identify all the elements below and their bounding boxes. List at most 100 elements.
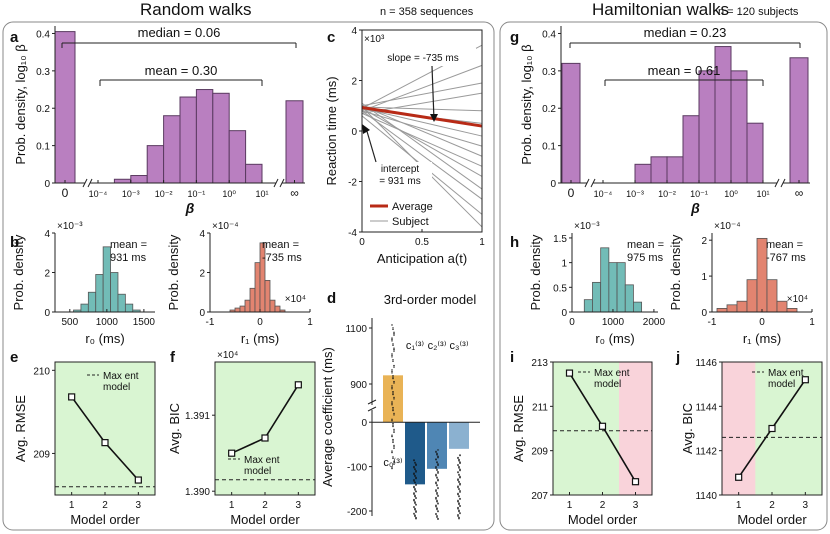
panel-g-median-label: median = 0.23 bbox=[644, 25, 727, 40]
panel-d-subject-point bbox=[393, 446, 395, 448]
panel-b1-mean-annotation-line: mean = bbox=[110, 239, 147, 251]
panel-d-subject-point bbox=[392, 344, 394, 346]
panel-a-xtick-label: 0 bbox=[62, 186, 69, 200]
panel-a-bar-inf bbox=[285, 100, 304, 184]
panel-b1-bar bbox=[80, 303, 89, 313]
panel-d-subject-point bbox=[457, 471, 459, 473]
panel-h2-bar bbox=[716, 308, 728, 313]
panel-j-point bbox=[768, 424, 776, 433]
panel-d-category-label: c₁⁽³⁾ bbox=[406, 340, 425, 352]
panel-d-subject-point bbox=[391, 434, 393, 436]
panel-d-subject-point bbox=[458, 480, 460, 483]
panel-d-ylabel: Average coefficient (ms) bbox=[320, 347, 335, 487]
panel-c-ylabel: Reaction time (ms) bbox=[324, 76, 339, 185]
panel-b1-mean-annotation: mean = 931 ms bbox=[110, 239, 147, 264]
panel-e-ylabel: Avg. RMSE bbox=[13, 395, 28, 462]
panel-b2-bar bbox=[244, 299, 251, 313]
panel-h2-bar bbox=[746, 279, 758, 313]
panel-g-axis-break bbox=[590, 178, 596, 188]
panel-c-subject-line bbox=[361, 107, 483, 177]
panel-a-axis-break bbox=[82, 178, 88, 188]
panel-b1-xtick-label: 1500 bbox=[133, 317, 156, 328]
panel-j-legend-label: Max ent model bbox=[768, 368, 804, 390]
panel-e-xlabel: Model order bbox=[70, 512, 140, 527]
panel-h1-xtick-label: 2000 bbox=[643, 317, 666, 328]
panel-d-subject-point bbox=[457, 506, 459, 509]
panel-a-axis-break bbox=[273, 178, 279, 188]
panel-d-subject-point bbox=[459, 482, 461, 485]
panel-d-subject-point bbox=[435, 496, 437, 499]
panel-b2-xlabel: r₁ (ms) bbox=[241, 331, 279, 346]
panel-d-subject-point bbox=[392, 376, 394, 378]
panel-d-subject-point bbox=[457, 456, 459, 459]
panel-b1-bar bbox=[87, 291, 97, 313]
panel-c-slope-arrowhead bbox=[430, 114, 438, 122]
panel-d-subject-point bbox=[391, 370, 393, 373]
panel-b2-ytick-label: 2 bbox=[199, 269, 205, 280]
panel-d-ytick-label: -100 bbox=[347, 463, 367, 474]
panel-f-ytick-label: 1.391 bbox=[185, 411, 210, 422]
panel-i-xtick-label: 1 bbox=[567, 500, 573, 511]
panel-d-subject-point bbox=[436, 461, 438, 463]
panel-g-xtick-label: 10⁻⁴ bbox=[594, 189, 613, 199]
panel-f-xlabel: Model order bbox=[230, 512, 300, 527]
panel-d-subject-point bbox=[392, 328, 394, 331]
panel-d-subject-point bbox=[391, 435, 393, 438]
panel-d-subject-point bbox=[437, 478, 439, 481]
panel-d-subject-point bbox=[393, 382, 395, 384]
panel-f-xtick-label: 2 bbox=[262, 500, 268, 511]
left-n-label: n = 358 sequences bbox=[380, 6, 474, 18]
panel-e-point bbox=[134, 476, 142, 484]
panel-i-point bbox=[565, 369, 574, 377]
panel-i-ylabel: Avg. RMSE bbox=[511, 395, 526, 462]
panel-c-xlabel: Anticipation a(t) bbox=[377, 251, 467, 266]
panel-d-subject-point bbox=[459, 454, 461, 456]
panel-d-subject-point bbox=[435, 450, 437, 453]
panel-d-subject-point bbox=[392, 409, 394, 412]
panel-d-subject-point bbox=[415, 497, 417, 499]
panel-b1-mean-annotation-line: 931 ms bbox=[110, 252, 147, 264]
panel-g-bar bbox=[730, 70, 748, 184]
panel-e-ytick-label: 209 bbox=[33, 449, 50, 460]
panel-h2-y-exponent: ×10⁻⁴ bbox=[714, 221, 741, 232]
panel-d-subject-point bbox=[413, 485, 415, 488]
panel-h2-mean-annotation-line: mean = bbox=[766, 239, 803, 251]
panel-d-subject-point bbox=[393, 463, 395, 465]
panel-h1-bar bbox=[608, 262, 618, 313]
panel-d-subject-point bbox=[413, 492, 415, 494]
panel-f-point bbox=[294, 381, 302, 389]
panel-h1-ytick-label: 0.5 bbox=[553, 283, 567, 294]
panel-h1-bar bbox=[600, 247, 610, 313]
panel-j-point bbox=[801, 376, 809, 384]
panel-b1-ytick-label: 2 bbox=[44, 269, 50, 280]
panel-c-ytick-label: 4 bbox=[351, 26, 357, 37]
panel-d-subject-point bbox=[393, 333, 395, 335]
panel-d-subject-point bbox=[391, 467, 393, 470]
panel-a-ylabel: Prob. density, log₁₀ β bbox=[13, 44, 28, 164]
panel-g-mean-label: mean = 0.61 bbox=[648, 63, 721, 78]
panel-d-subject-point bbox=[392, 425, 394, 428]
panel-g-xtick-label: 10⁻¹ bbox=[690, 189, 708, 199]
panel-i-point bbox=[631, 478, 640, 486]
panel-b2-bar bbox=[249, 287, 256, 313]
panel-j-ytick-label: 1144 bbox=[695, 402, 717, 413]
panel-i-highlight-band bbox=[619, 362, 652, 495]
panel-g-xtick-label: 10¹ bbox=[756, 189, 769, 199]
panel-d-subject-point bbox=[413, 472, 415, 474]
panel-h2-ylabel: Prob. density bbox=[668, 234, 683, 310]
panel-d-bar bbox=[383, 375, 403, 423]
panel-h1-bar bbox=[624, 284, 634, 313]
panel-d-subject-point bbox=[414, 501, 416, 503]
panel-d-subject-point bbox=[392, 456, 394, 458]
panel-d-subject-point bbox=[393, 380, 395, 383]
panel-d-subject-point bbox=[414, 481, 416, 483]
panel-c-y-exponent: ×10³ bbox=[364, 34, 385, 45]
panel-g-ytick-label: 0.4 bbox=[542, 29, 556, 40]
panel-a-ytick-label: 0.3 bbox=[36, 67, 50, 78]
panel-g-bar bbox=[666, 156, 684, 184]
panel-d-subject-point bbox=[457, 464, 459, 466]
panel-d-subject-point bbox=[437, 487, 439, 489]
panel-letter-d: d bbox=[327, 290, 336, 307]
panel-a-ytick-label: 0.4 bbox=[36, 29, 50, 40]
